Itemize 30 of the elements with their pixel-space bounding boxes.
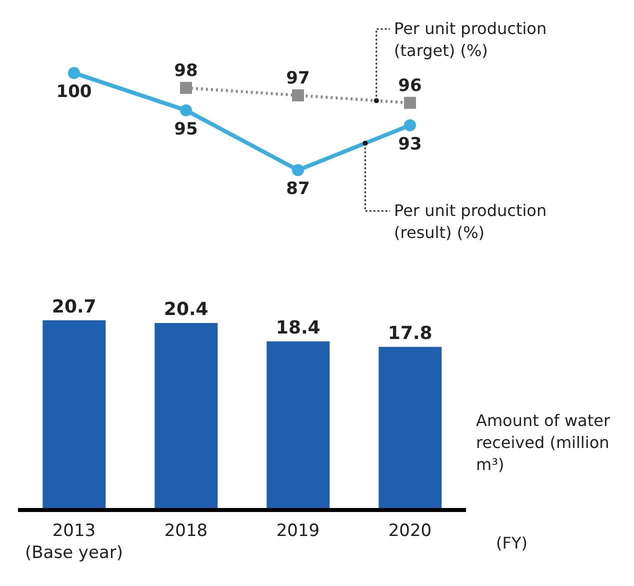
- x-tick-label: 2013 (Base year): [25, 521, 123, 563]
- data-label: 93: [398, 134, 422, 154]
- x-tick-label: 2020: [388, 521, 432, 541]
- data-label: 95: [174, 119, 198, 140]
- bar: [42, 320, 106, 510]
- point: [180, 82, 192, 94]
- x-tick-label: 2018: [164, 521, 208, 541]
- text: Per unit production (result) (%): [394, 200, 548, 244]
- data-label: 20.4: [164, 299, 208, 320]
- data-label: 96: [398, 76, 422, 96]
- x-tick-label: 2019: [276, 521, 320, 541]
- point: [292, 164, 304, 176]
- point: [404, 96, 416, 109]
- data-label: 98: [174, 60, 198, 81]
- point: [68, 66, 80, 79]
- data-label: 17.8: [388, 322, 432, 344]
- bar: [154, 323, 218, 510]
- text: Per unit production (target) (%): [394, 18, 548, 62]
- data-label: 20.7: [52, 296, 96, 318]
- text: Amount of water received (million m³): [476, 410, 612, 476]
- point: [404, 119, 416, 132]
- bar: [266, 341, 330, 510]
- data-label: 87: [286, 179, 310, 200]
- point: [180, 104, 192, 116]
- data-label: 18.4: [276, 317, 320, 338]
- data-label: 100: [56, 82, 92, 102]
- data-label: 97: [286, 68, 310, 88]
- x-axis-title: (FY): [496, 534, 528, 553]
- bar: [378, 346, 442, 510]
- point: [292, 89, 304, 102]
